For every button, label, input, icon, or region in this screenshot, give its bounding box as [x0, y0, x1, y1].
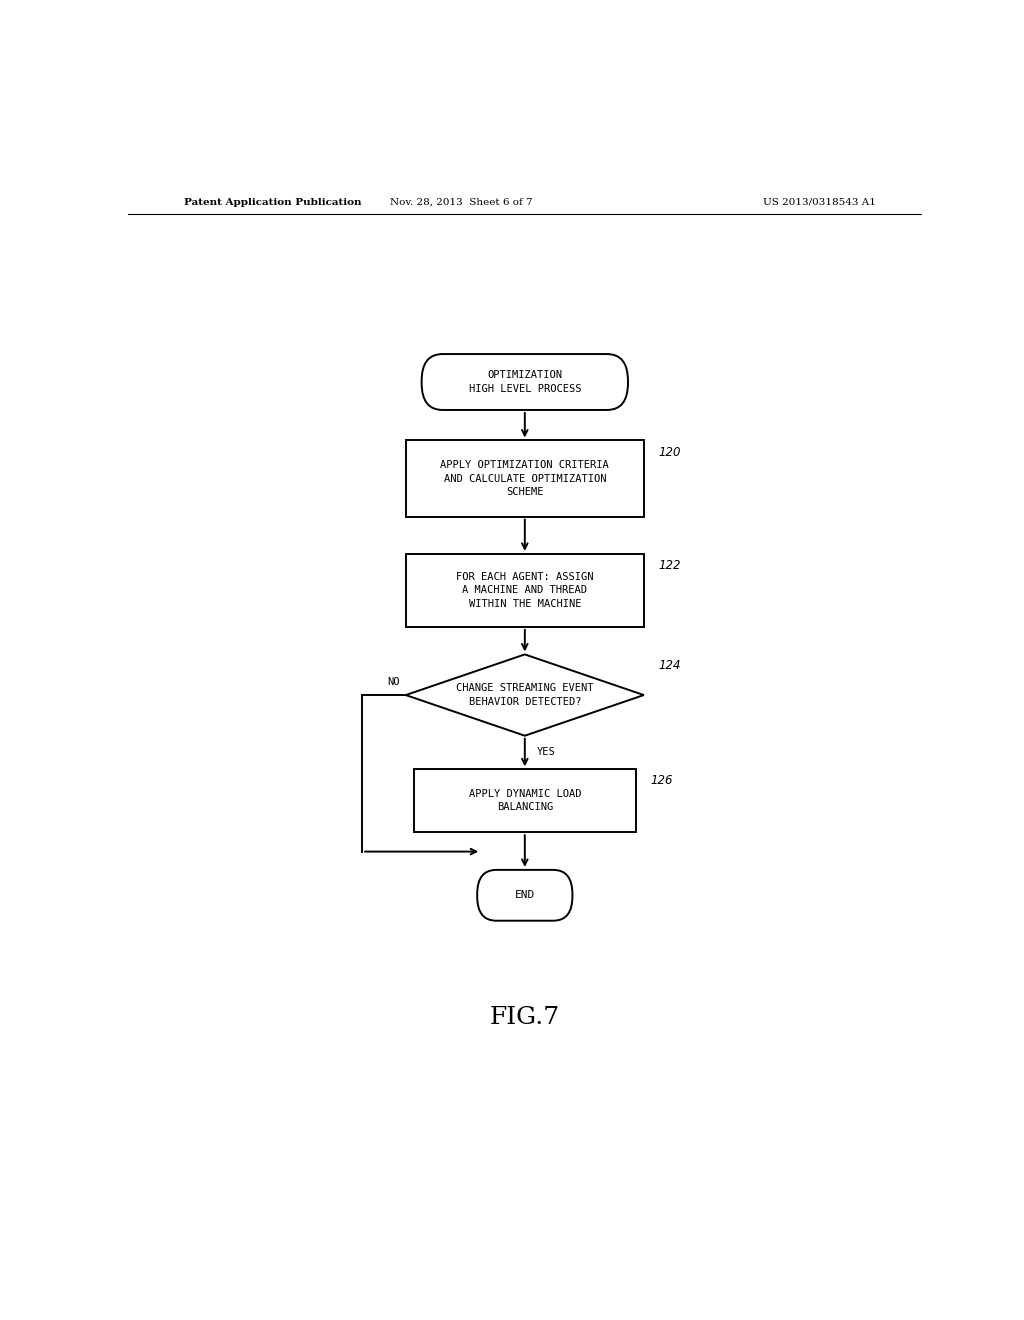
FancyBboxPatch shape	[477, 870, 572, 921]
Text: Patent Application Publication: Patent Application Publication	[183, 198, 361, 207]
Text: APPLY OPTIMIZATION CRITERIA
AND CALCULATE OPTIMIZATION
SCHEME: APPLY OPTIMIZATION CRITERIA AND CALCULAT…	[440, 461, 609, 496]
Text: 122: 122	[658, 558, 681, 572]
FancyBboxPatch shape	[414, 770, 636, 833]
Text: END: END	[515, 890, 535, 900]
Text: YES: YES	[537, 747, 555, 758]
Polygon shape	[406, 655, 644, 735]
Text: FOR EACH AGENT: ASSIGN
A MACHINE AND THREAD
WITHIN THE MACHINE: FOR EACH AGENT: ASSIGN A MACHINE AND THR…	[456, 572, 594, 609]
FancyBboxPatch shape	[422, 354, 628, 411]
FancyBboxPatch shape	[406, 554, 644, 627]
Text: NO: NO	[387, 677, 399, 686]
Text: Nov. 28, 2013  Sheet 6 of 7: Nov. 28, 2013 Sheet 6 of 7	[390, 198, 532, 207]
Text: US 2013/0318543 A1: US 2013/0318543 A1	[763, 198, 876, 207]
Text: 126: 126	[650, 775, 673, 787]
Text: CHANGE STREAMING EVENT
BEHAVIOR DETECTED?: CHANGE STREAMING EVENT BEHAVIOR DETECTED…	[456, 684, 594, 706]
Text: 120: 120	[658, 446, 681, 458]
Text: APPLY DYNAMIC LOAD
BALANCING: APPLY DYNAMIC LOAD BALANCING	[469, 789, 581, 812]
Text: 124: 124	[658, 660, 681, 672]
FancyBboxPatch shape	[406, 441, 644, 516]
Text: OPTIMIZATION
HIGH LEVEL PROCESS: OPTIMIZATION HIGH LEVEL PROCESS	[469, 371, 581, 393]
Text: FIG.7: FIG.7	[489, 1006, 560, 1028]
